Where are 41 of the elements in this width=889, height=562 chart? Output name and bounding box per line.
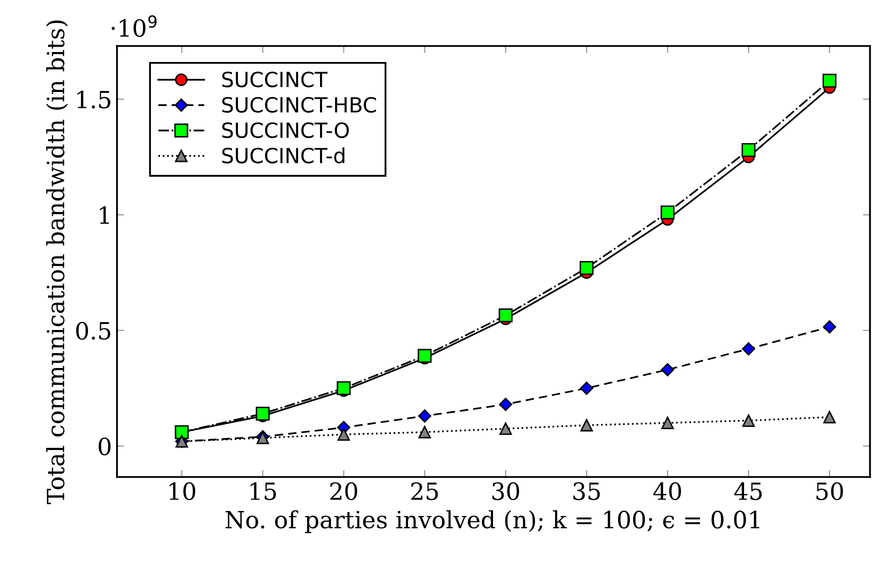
legend-label: SUCCINCT-O <box>222 122 349 138</box>
point <box>660 206 675 220</box>
x-tick-label: 20 <box>330 482 358 500</box>
point <box>742 143 756 157</box>
text: ·10$^{9}$ <box>112 15 157 37</box>
point <box>580 261 594 275</box>
point <box>660 363 674 376</box>
legend-label: SUCCINCT <box>222 72 328 88</box>
x-tick-label: 50 <box>816 482 843 500</box>
x-tick-label: 30 <box>492 482 520 500</box>
point <box>499 422 512 435</box>
x-axis-title: No. of parties involved (n); k = 100; ϵ = 0.01 <box>226 510 760 534</box>
point <box>336 381 351 396</box>
x-tick-label: 45 <box>734 482 762 500</box>
x-tick-label: 40 <box>653 482 682 500</box>
x-tick-label: 15 <box>250 482 276 500</box>
point <box>498 308 513 322</box>
x-tick-label: 35 <box>573 482 600 500</box>
point <box>742 342 756 356</box>
x-tick-label: 10 <box>170 482 196 500</box>
point <box>499 398 512 411</box>
point <box>661 416 674 430</box>
point <box>580 382 594 395</box>
point <box>337 428 350 441</box>
point <box>418 348 432 363</box>
point <box>256 406 270 421</box>
y-tick-label: 1.5 <box>77 90 110 108</box>
point <box>418 409 432 423</box>
point <box>822 320 836 334</box>
y-tick-label: 0 <box>98 437 111 456</box>
point <box>418 426 431 438</box>
legend-label: SUCCINCT-d <box>222 147 344 164</box>
legend-label: SUCCINCT-HBC <box>222 96 376 113</box>
point <box>580 418 593 432</box>
point <box>823 410 836 424</box>
point <box>822 74 836 88</box>
y-axis-title: Total communication bandwidth (in bits) <box>46 20 68 504</box>
point <box>742 414 755 427</box>
x-tick-label: 25 <box>411 482 438 500</box>
y-tick-label: 0.5 <box>76 322 110 340</box>
y-tick-label: 1 <box>100 206 109 224</box>
